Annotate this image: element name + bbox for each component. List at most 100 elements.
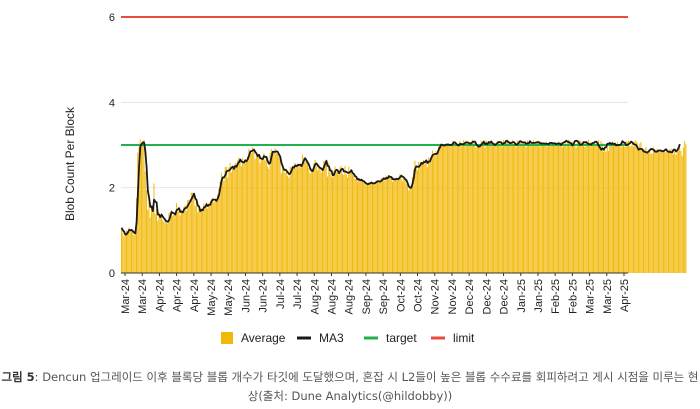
average-bar — [162, 220, 164, 273]
average-bar — [569, 140, 571, 273]
average-bar — [135, 197, 137, 273]
x-tick-label: Feb-25 — [550, 279, 562, 314]
average-bar — [615, 145, 617, 273]
average-bar — [279, 158, 281, 273]
average-bar — [262, 157, 264, 273]
average-bar — [670, 148, 672, 273]
average-bar — [150, 208, 152, 273]
average-bar — [466, 143, 468, 273]
x-tick-label: Aug-24 — [309, 279, 321, 314]
average-bar — [468, 145, 470, 273]
average-bar — [595, 145, 597, 273]
average-bar — [302, 154, 304, 273]
average-bar — [523, 141, 525, 273]
average-bar — [315, 166, 317, 273]
average-bar — [625, 140, 627, 273]
average-bar — [581, 142, 583, 273]
average-bar — [414, 160, 416, 273]
average-bar — [367, 185, 368, 273]
average-bar — [474, 142, 476, 273]
average-legend-label: Average — [241, 331, 286, 345]
average-bar — [235, 168, 237, 273]
average-bar — [516, 140, 518, 273]
average-bar — [634, 141, 636, 273]
average-bar — [307, 163, 309, 273]
average-bar — [598, 140, 600, 273]
average-bar — [199, 211, 201, 273]
average-bar — [310, 170, 312, 273]
average-bar — [138, 147, 140, 273]
average-bar — [398, 178, 400, 273]
average-bar — [416, 170, 418, 273]
average-bar — [594, 142, 596, 273]
average-bar — [308, 168, 310, 273]
average-bar — [320, 172, 322, 273]
average-bar — [275, 153, 277, 273]
average-bar — [370, 183, 372, 273]
average-bar — [242, 158, 244, 273]
average-bar — [289, 166, 291, 273]
average-bar — [459, 140, 461, 273]
average-bar — [495, 144, 497, 273]
average-bar — [403, 176, 405, 273]
average-bar — [364, 182, 366, 273]
average-bar — [329, 172, 331, 273]
average-bar — [210, 199, 212, 273]
average-bar — [443, 145, 445, 273]
figure-caption: 그림 5: Dencun 업그레이드 이후 블록당 블롭 개수가 타깃에 도달했… — [0, 368, 700, 406]
average-bar — [651, 153, 653, 273]
average-bar — [388, 174, 390, 273]
average-bar — [499, 143, 501, 273]
average-bar — [585, 142, 587, 273]
average-bar — [573, 142, 575, 273]
average-bar — [394, 179, 396, 273]
average-bar — [426, 167, 428, 273]
average-bar — [665, 152, 667, 273]
average-bar — [282, 166, 284, 273]
average-bar — [409, 187, 411, 273]
average-bar — [174, 213, 176, 273]
average-bar — [579, 140, 581, 273]
average-bar — [213, 202, 215, 273]
average-bar — [179, 215, 181, 273]
average-bar — [586, 143, 588, 273]
average-bar — [168, 213, 170, 273]
average-bar — [254, 159, 256, 273]
average-bar — [396, 179, 398, 273]
average-bar — [343, 174, 345, 273]
average-bar — [243, 162, 245, 273]
average-bar — [203, 203, 205, 273]
average-bar — [350, 172, 352, 273]
average-bar — [267, 166, 269, 273]
average-bar — [278, 156, 280, 273]
average-bar — [204, 206, 206, 273]
average-bar — [610, 144, 612, 273]
average-bar — [227, 177, 229, 273]
average-bar — [429, 158, 431, 273]
average-bar — [337, 172, 339, 273]
average-bar — [591, 144, 593, 273]
average-bar — [548, 143, 550, 273]
average-bar — [376, 181, 378, 273]
average-bar — [408, 190, 410, 273]
average-bar — [269, 153, 271, 273]
average-bar — [498, 141, 500, 273]
figure-label: 그림 5 — [1, 370, 35, 384]
average-bar — [169, 212, 171, 273]
average-bar — [590, 142, 592, 273]
average-bar — [128, 227, 130, 273]
average-bar — [381, 178, 383, 273]
average-bar — [362, 181, 363, 273]
average-bar — [389, 177, 391, 273]
average-bar — [534, 145, 536, 273]
average-bar — [189, 204, 191, 273]
average-bar — [556, 145, 558, 273]
average-bar — [385, 175, 387, 273]
average-bar — [285, 168, 287, 273]
average-bar — [212, 197, 214, 273]
average-bar — [641, 148, 643, 273]
average-bar — [530, 144, 532, 273]
average-bar — [435, 150, 437, 273]
y-tick-label: 4 — [109, 97, 115, 109]
average-bar — [357, 181, 358, 273]
